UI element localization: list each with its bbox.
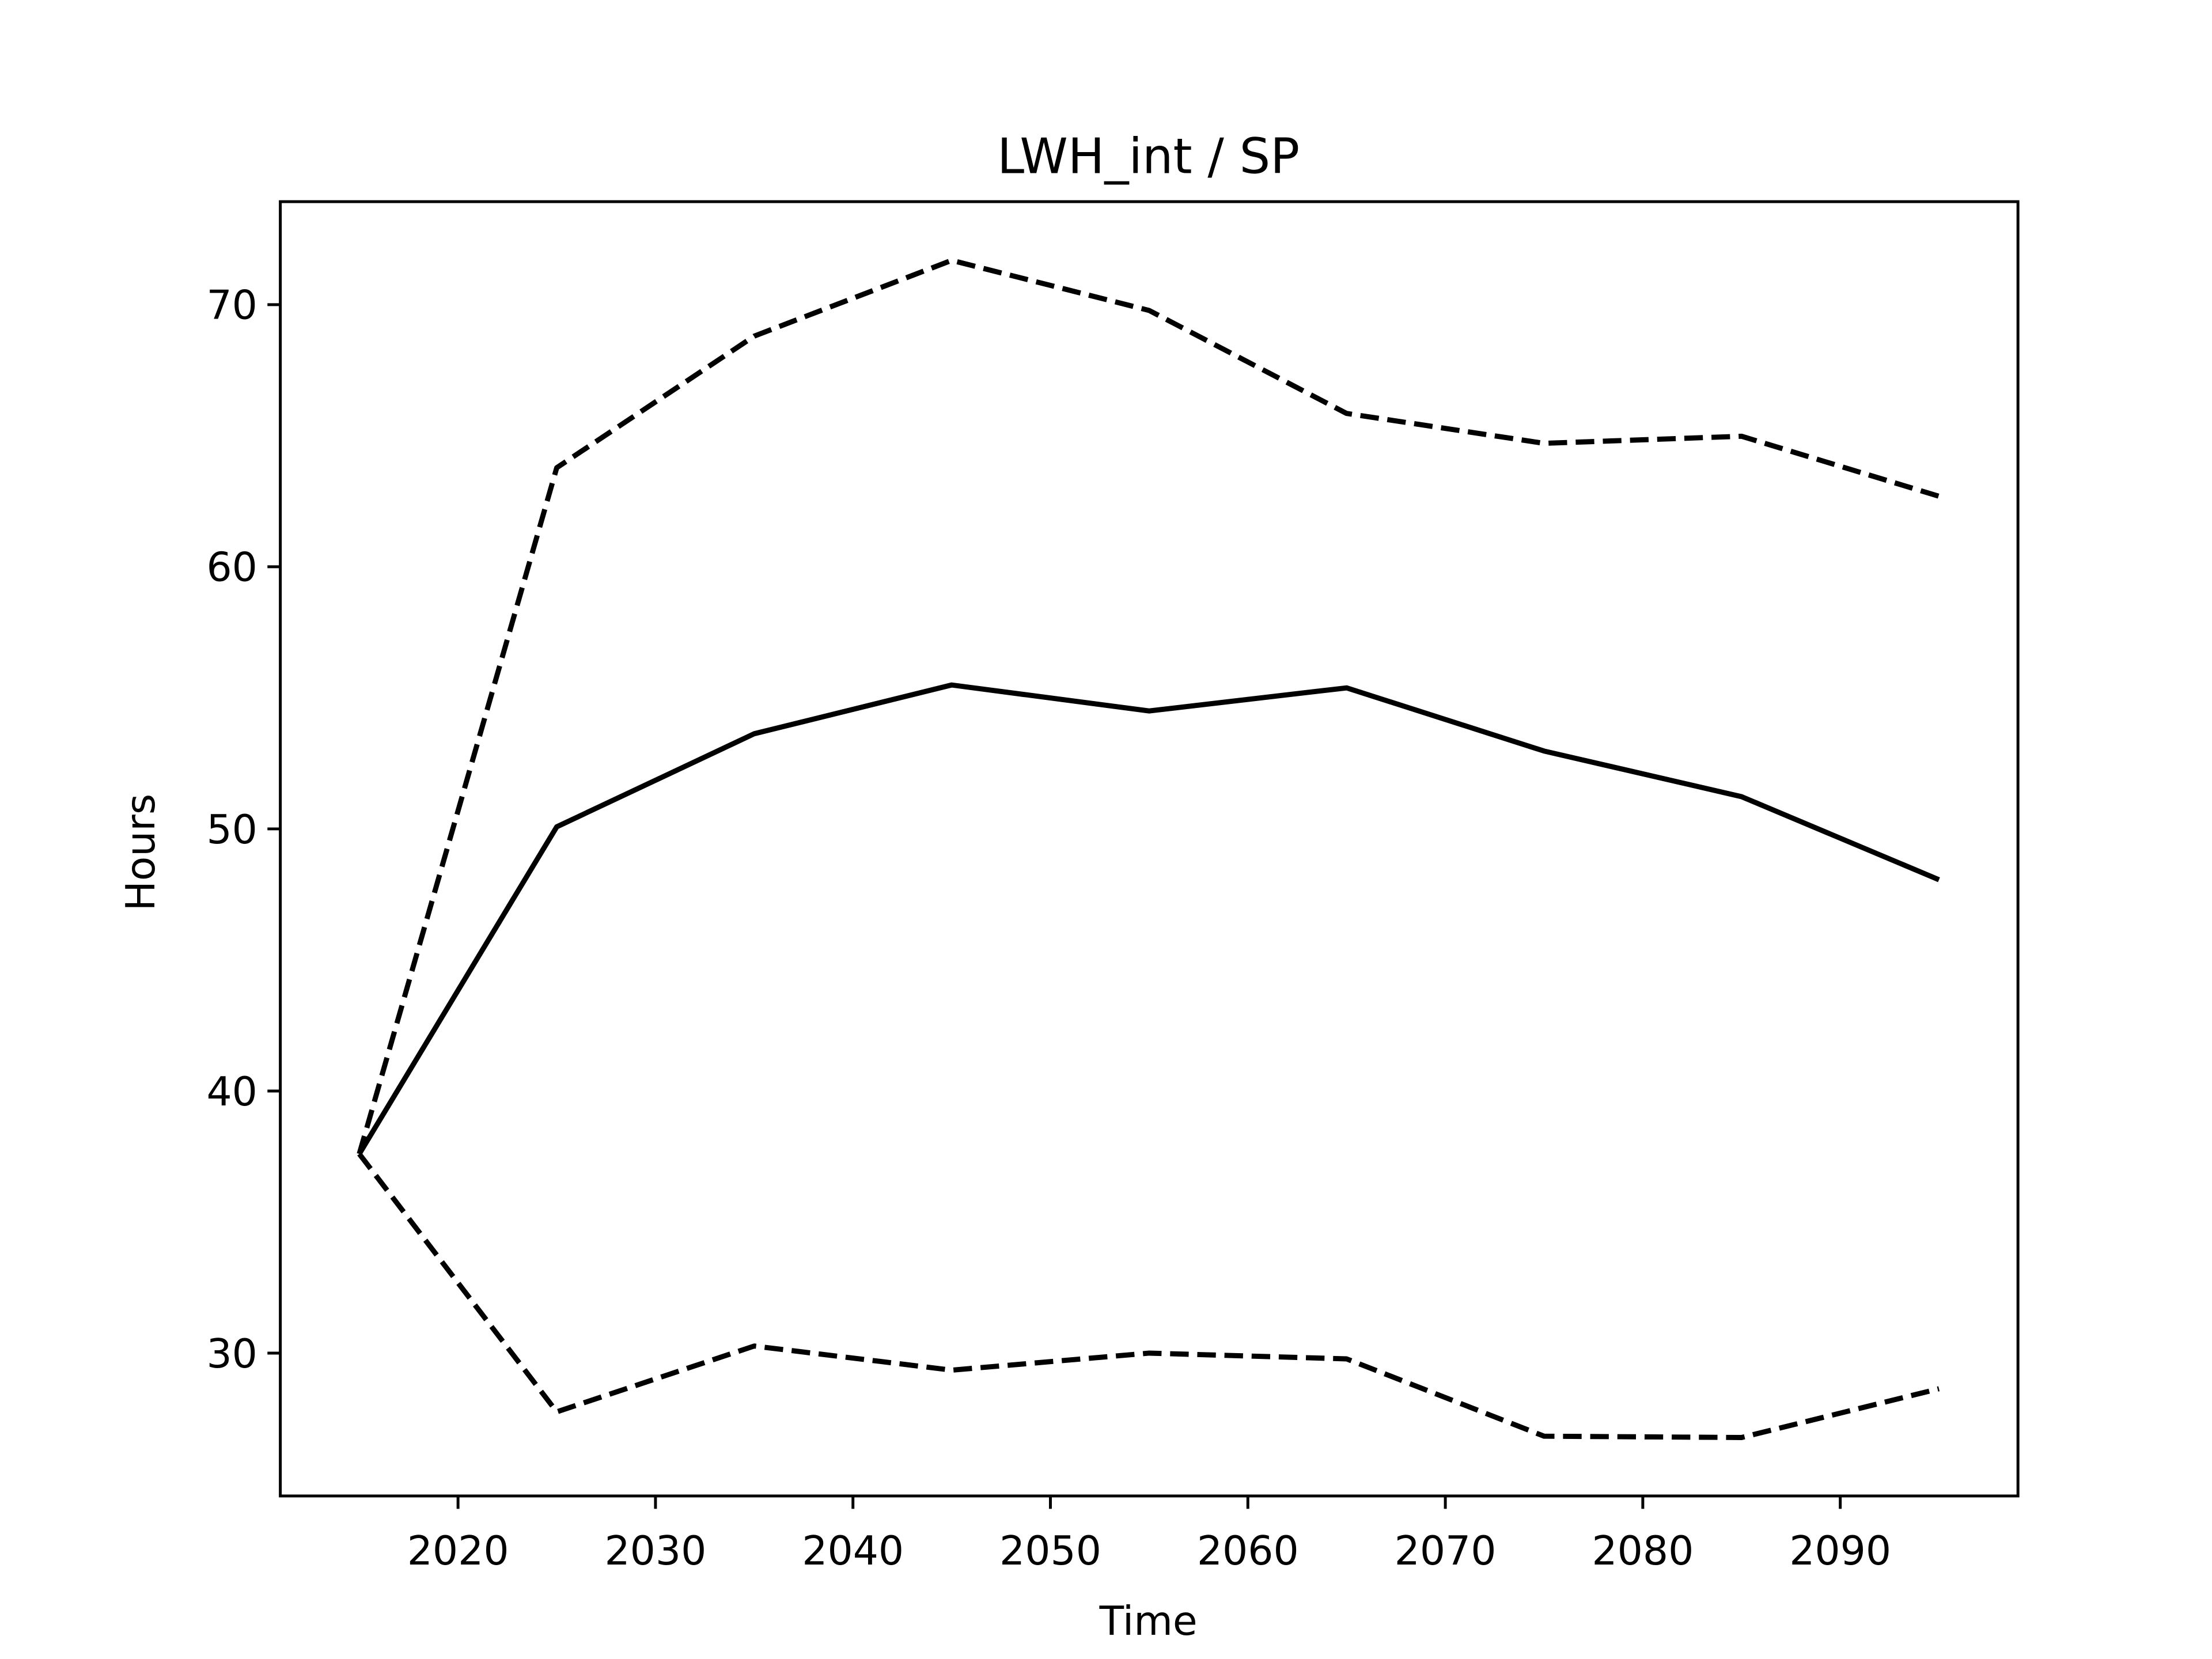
y-tick-label: 60 — [206, 544, 257, 591]
y-tick-label: 70 — [206, 282, 257, 329]
y-axis-label: Hours — [118, 794, 164, 911]
series-line — [357, 257, 1940, 1155]
x-tick-label: 2050 — [999, 1528, 1101, 1574]
y-tick-label: 50 — [206, 806, 257, 853]
x-tick-label: 2090 — [1789, 1528, 1891, 1574]
series-line — [357, 1152, 1940, 1440]
x-tick-label: 2040 — [802, 1528, 904, 1574]
x-tick-label: 2080 — [1592, 1528, 1694, 1574]
x-tick-label: 2070 — [1395, 1528, 1497, 1574]
y-tick-label: 40 — [206, 1069, 257, 1115]
x-axis-label: Time — [1099, 1598, 1198, 1645]
x-tick-label: 2060 — [1197, 1528, 1299, 1574]
y-tick-label: 30 — [206, 1331, 257, 1377]
series-line — [357, 682, 1940, 1156]
x-tick-label: 2020 — [407, 1528, 509, 1574]
plot-frame — [279, 200, 2020, 1498]
chart-title: LWH_int / SP — [997, 128, 1300, 184]
x-tick-label: 2030 — [604, 1528, 706, 1574]
